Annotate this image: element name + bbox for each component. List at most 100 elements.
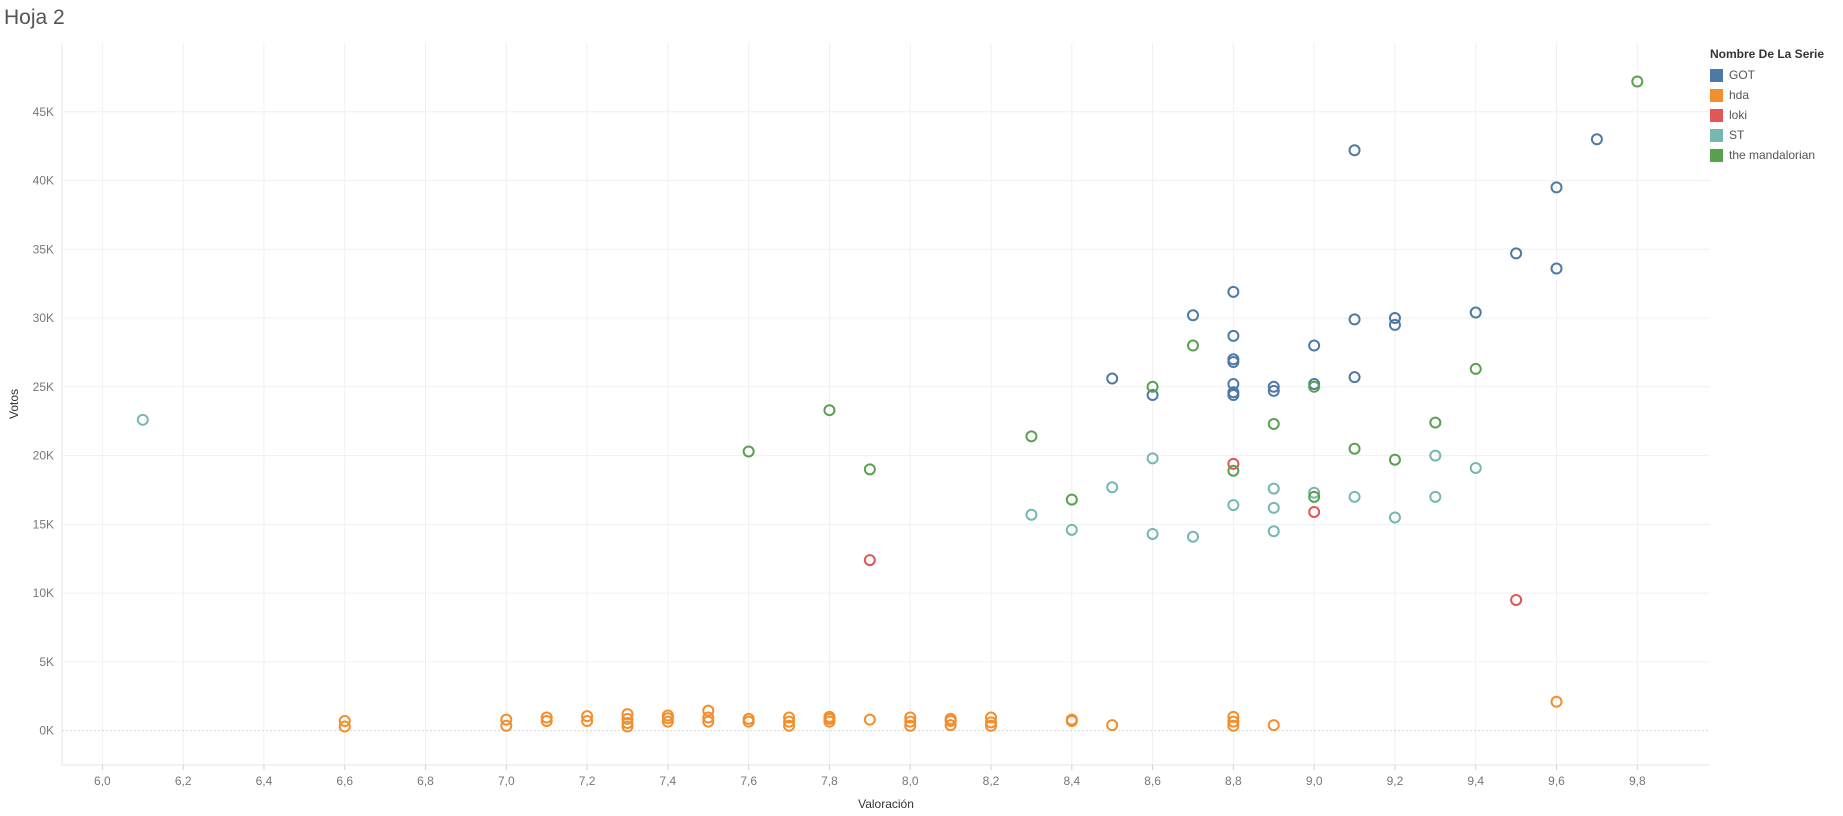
data-point-got[interactable] — [1308, 339, 1321, 352]
data-point-got[interactable] — [1550, 181, 1563, 194]
data-point-hda[interactable] — [783, 711, 796, 724]
data-point-got[interactable] — [1388, 312, 1401, 325]
data-point-hda[interactable] — [702, 704, 715, 717]
data-point-the-mandalorian[interactable] — [1146, 380, 1159, 393]
data-point-the-mandalorian[interactable] — [823, 404, 836, 417]
data-point-hda[interactable] — [985, 716, 998, 729]
data-point-st[interactable] — [1348, 490, 1361, 503]
legend-item-loki[interactable]: loki — [1710, 105, 1824, 125]
data-point-hda[interactable] — [1550, 695, 1563, 708]
data-point-got[interactable] — [1106, 372, 1119, 385]
data-point-got[interactable] — [1267, 384, 1280, 397]
data-point-hda[interactable] — [742, 715, 755, 728]
data-point-hda[interactable] — [338, 720, 351, 733]
data-point-hda[interactable] — [500, 713, 513, 726]
data-point-the-mandalorian[interactable] — [1308, 380, 1321, 393]
data-point-the-mandalorian[interactable] — [1025, 430, 1038, 443]
data-point-got[interactable] — [1388, 318, 1401, 331]
data-point-hda[interactable] — [904, 719, 917, 732]
legend-item-the-mandalorian[interactable]: the mandalorian — [1710, 145, 1824, 165]
data-point-hda[interactable] — [904, 715, 917, 728]
data-point-the-mandalorian[interactable] — [1308, 490, 1321, 503]
data-point-the-mandalorian[interactable] — [1186, 339, 1199, 352]
legend-item-got[interactable]: GOT — [1710, 65, 1824, 85]
data-point-st[interactable] — [1267, 525, 1280, 538]
data-point-loki[interactable] — [1510, 593, 1523, 606]
data-point-got[interactable] — [1348, 371, 1361, 384]
data-point-the-mandalorian[interactable] — [742, 445, 755, 458]
data-point-hda[interactable] — [823, 715, 836, 728]
data-point-st[interactable] — [1227, 499, 1240, 512]
legend-item-st[interactable]: ST — [1710, 125, 1824, 145]
data-point-hda[interactable] — [783, 715, 796, 728]
data-point-hda[interactable] — [863, 713, 876, 726]
data-point-got[interactable] — [1550, 262, 1563, 275]
data-point-hda[interactable] — [581, 714, 594, 727]
data-point-st[interactable] — [1025, 508, 1038, 521]
data-point-hda[interactable] — [985, 711, 998, 724]
data-point-got[interactable] — [1267, 380, 1280, 393]
data-point-hda[interactable] — [621, 712, 634, 725]
data-point-hda[interactable] — [661, 715, 674, 728]
data-point-hda[interactable] — [783, 719, 796, 732]
data-point-hda[interactable] — [661, 712, 674, 725]
data-point-the-mandalorian[interactable] — [1631, 75, 1644, 88]
data-point-the-mandalorian[interactable] — [863, 463, 876, 476]
data-point-st[interactable] — [1429, 449, 1442, 462]
data-point-st[interactable] — [1065, 523, 1078, 536]
data-point-st[interactable] — [1146, 527, 1159, 540]
data-point-the-mandalorian[interactable] — [1227, 464, 1240, 477]
data-point-hda[interactable] — [621, 708, 634, 721]
data-point-got[interactable] — [1227, 329, 1240, 342]
data-point-hda[interactable] — [1227, 715, 1240, 728]
data-point-got[interactable] — [1186, 309, 1199, 322]
data-point-hda[interactable] — [1065, 714, 1078, 727]
data-point-st[interactable] — [1186, 530, 1199, 543]
data-point-hda[interactable] — [985, 719, 998, 732]
data-point-loki[interactable] — [1227, 457, 1240, 470]
data-point-the-mandalorian[interactable] — [1388, 453, 1401, 466]
data-point-hda[interactable] — [621, 720, 634, 733]
data-point-hda[interactable] — [702, 711, 715, 724]
data-point-hda[interactable] — [702, 715, 715, 728]
data-point-st[interactable] — [1469, 461, 1482, 474]
data-point-st[interactable] — [1388, 511, 1401, 524]
data-point-got[interactable] — [1146, 389, 1159, 402]
data-point-hda[interactable] — [1267, 719, 1280, 732]
data-point-got[interactable] — [1469, 306, 1482, 319]
data-point-hda[interactable] — [1227, 719, 1240, 732]
data-point-got[interactable] — [1227, 389, 1240, 402]
data-point-hda[interactable] — [1106, 719, 1119, 732]
data-point-st[interactable] — [1429, 490, 1442, 503]
data-point-hda[interactable] — [540, 714, 553, 727]
data-point-hda[interactable] — [904, 711, 917, 724]
data-point-st[interactable] — [1267, 501, 1280, 514]
data-point-got[interactable] — [1227, 285, 1240, 298]
data-point-hda[interactable] — [500, 719, 513, 732]
data-point-hda[interactable] — [1227, 710, 1240, 723]
data-point-got[interactable] — [1227, 356, 1240, 369]
data-point-the-mandalorian[interactable] — [1065, 493, 1078, 506]
data-point-hda[interactable] — [540, 711, 553, 724]
data-point-the-mandalorian[interactable] — [1469, 362, 1482, 375]
data-point-st[interactable] — [1267, 482, 1280, 495]
legend-item-hda[interactable]: hda — [1710, 85, 1824, 105]
data-point-hda[interactable] — [944, 714, 957, 727]
data-point-st[interactable] — [1308, 486, 1321, 499]
data-point-got[interactable] — [1348, 313, 1361, 326]
data-point-got[interactable] — [1227, 378, 1240, 391]
data-point-hda[interactable] — [581, 710, 594, 723]
data-point-hda[interactable] — [944, 719, 957, 732]
data-point-the-mandalorian[interactable] — [1348, 442, 1361, 455]
data-point-st[interactable] — [1106, 481, 1119, 494]
data-point-hda[interactable] — [338, 714, 351, 727]
data-point-got[interactable] — [1348, 144, 1361, 157]
data-point-loki[interactable] — [1308, 505, 1321, 518]
data-point-the-mandalorian[interactable] — [1429, 416, 1442, 429]
data-point-got[interactable] — [1590, 133, 1603, 146]
data-point-st[interactable] — [136, 413, 149, 426]
data-point-the-mandalorian[interactable] — [1267, 417, 1280, 430]
data-point-hda[interactable] — [621, 717, 634, 730]
data-point-st[interactable] — [1146, 452, 1159, 465]
data-point-got[interactable] — [1510, 247, 1523, 260]
